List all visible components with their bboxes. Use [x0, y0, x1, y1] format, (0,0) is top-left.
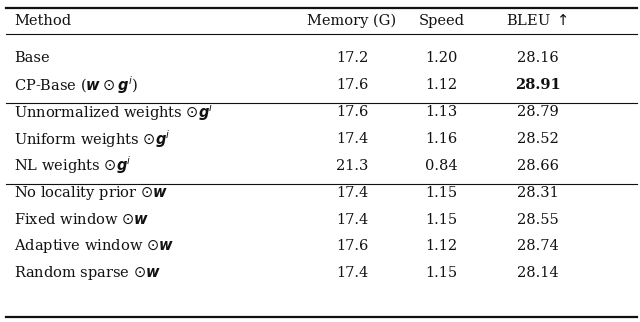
- Text: 21.3: 21.3: [336, 158, 368, 173]
- Text: 28.66: 28.66: [516, 158, 559, 173]
- Text: 17.6: 17.6: [336, 78, 368, 92]
- Text: 1.12: 1.12: [426, 78, 458, 92]
- Text: 1.15: 1.15: [426, 186, 458, 200]
- Text: 1.20: 1.20: [426, 51, 458, 65]
- Text: 1.12: 1.12: [426, 240, 458, 253]
- Text: 1.16: 1.16: [426, 132, 458, 146]
- Text: 28.31: 28.31: [516, 186, 559, 200]
- Text: 1.15: 1.15: [426, 266, 458, 280]
- Text: 28.52: 28.52: [516, 132, 559, 146]
- Text: 28.91: 28.91: [515, 78, 561, 92]
- Text: Unnormalized weights $\odot \boldsymbol{g}^i$: Unnormalized weights $\odot \boldsymbol{…: [14, 101, 214, 123]
- Text: Memory (G): Memory (G): [307, 14, 397, 28]
- Text: 17.6: 17.6: [336, 240, 368, 253]
- Text: Random sparse $\odot \boldsymbol{w}$: Random sparse $\odot \boldsymbol{w}$: [14, 264, 161, 282]
- Text: Fixed window $\odot \boldsymbol{w}$: Fixed window $\odot \boldsymbol{w}$: [14, 213, 150, 227]
- Text: 17.4: 17.4: [336, 213, 368, 227]
- Text: 1.15: 1.15: [426, 213, 458, 227]
- Text: 17.4: 17.4: [336, 132, 368, 146]
- Text: 0.84: 0.84: [426, 158, 458, 173]
- Text: BLEU $\uparrow$: BLEU $\uparrow$: [506, 14, 569, 28]
- Text: 17.2: 17.2: [336, 51, 368, 65]
- Text: 28.14: 28.14: [516, 266, 559, 280]
- Text: Method: Method: [14, 14, 71, 28]
- Text: 17.4: 17.4: [336, 266, 368, 280]
- Text: Speed: Speed: [419, 14, 465, 28]
- Text: Adaptive window $\odot \boldsymbol{w}$: Adaptive window $\odot \boldsymbol{w}$: [14, 237, 174, 255]
- Text: 28.16: 28.16: [516, 51, 559, 65]
- Text: Base: Base: [14, 51, 50, 65]
- Text: 28.79: 28.79: [516, 105, 559, 119]
- Text: Uniform weights $\odot \boldsymbol{g}^i$: Uniform weights $\odot \boldsymbol{g}^i$: [14, 128, 171, 150]
- Text: NL weights $\odot \boldsymbol{g}^i$: NL weights $\odot \boldsymbol{g}^i$: [14, 155, 132, 176]
- Text: 17.4: 17.4: [336, 186, 368, 200]
- Text: 28.55: 28.55: [516, 213, 559, 227]
- Text: 1.13: 1.13: [426, 105, 458, 119]
- Text: CP-Base ($\boldsymbol{w} \odot \boldsymbol{g}^i$): CP-Base ($\boldsymbol{w} \odot \boldsymb…: [14, 74, 138, 96]
- Text: No locality prior $\odot \boldsymbol{w}$: No locality prior $\odot \boldsymbol{w}$: [14, 184, 168, 202]
- Text: 28.74: 28.74: [516, 240, 559, 253]
- Text: 17.6: 17.6: [336, 105, 368, 119]
